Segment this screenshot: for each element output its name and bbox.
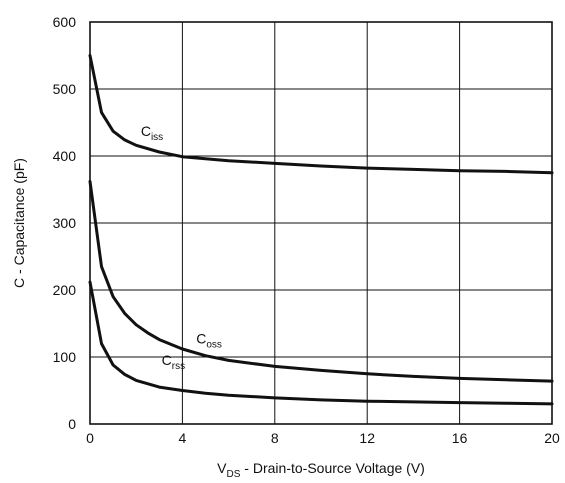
y-tick-label: 400 [53,148,77,164]
x-axis-label: VDS - Drain-to-Source Voltage (V) [217,460,425,480]
x-tick-label: 8 [271,430,279,446]
x-tick-label: 16 [452,430,468,446]
y-tick-label: 600 [53,14,77,30]
y-tick-label: 500 [53,81,77,97]
series-label-iss: Ciss [141,123,163,143]
series-label-oss: Coss [196,331,222,351]
y-tick-label: 300 [53,215,77,231]
grid-lines [90,22,552,424]
series-line-rss [88,280,554,406]
series-label-rss: Crss [162,352,185,372]
series-line-iss [88,54,554,175]
series-labels: Ciss Coss Crss [141,123,222,372]
y-tick-label: 0 [68,416,76,432]
x-tick-label: 20 [544,430,560,446]
y-tick-label: 200 [53,282,77,298]
curves [88,54,554,406]
y-axis-label: C - Capacitance (pF) [11,158,27,288]
plot-frame [89,21,553,425]
x-tick-label: 4 [179,430,187,446]
x-tick-label: 12 [359,430,375,446]
y-tick-label: 100 [53,349,77,365]
series-line-oss [88,180,554,383]
x-tick-label: 0 [86,430,94,446]
